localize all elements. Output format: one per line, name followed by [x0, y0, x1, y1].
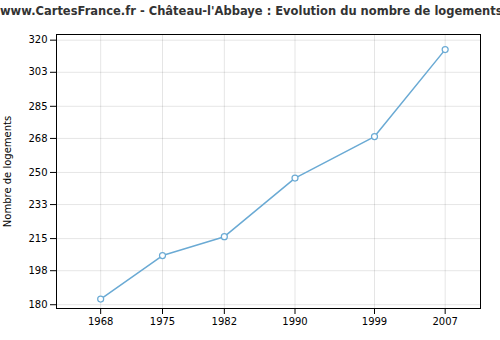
svg-text:233: 233	[28, 199, 47, 210]
svg-text:1982: 1982	[212, 316, 237, 327]
svg-text:303: 303	[28, 66, 47, 77]
svg-text:285: 285	[28, 101, 47, 112]
svg-text:1975: 1975	[150, 316, 175, 327]
svg-text:198: 198	[28, 265, 47, 276]
svg-text:1968: 1968	[88, 316, 113, 327]
svg-text:320: 320	[28, 34, 47, 45]
svg-text:2007: 2007	[432, 316, 457, 327]
svg-text:250: 250	[28, 167, 47, 178]
svg-text:1990: 1990	[282, 316, 307, 327]
svg-text:215: 215	[28, 233, 47, 244]
svg-text:Nombre de logements: Nombre de logements	[2, 116, 13, 227]
svg-text:180: 180	[28, 299, 47, 310]
svg-text:268: 268	[28, 133, 47, 144]
svg-text:1999: 1999	[362, 316, 387, 327]
